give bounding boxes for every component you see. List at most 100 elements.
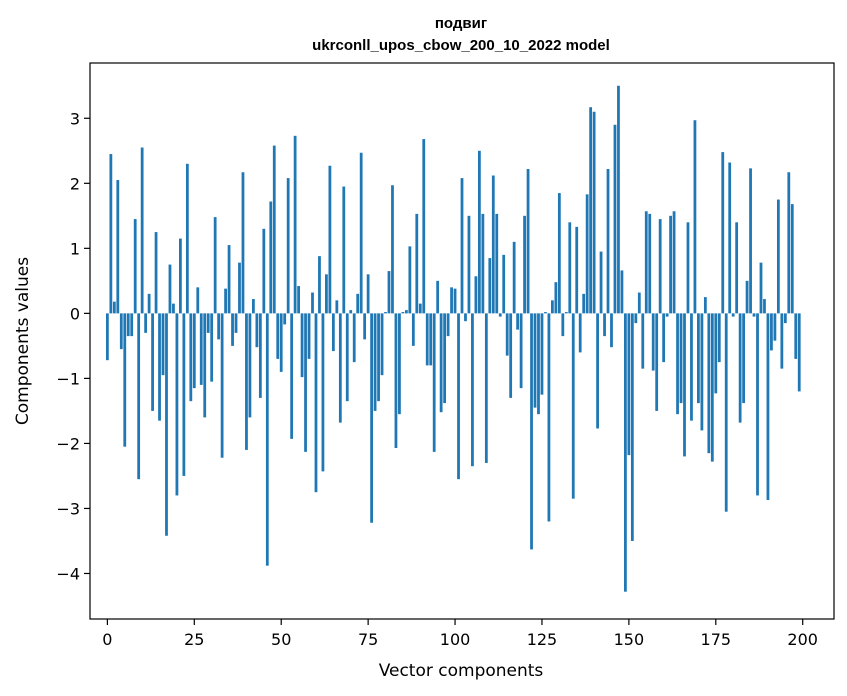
bar-76: [370, 313, 373, 523]
bar-189: [763, 299, 766, 314]
bar-50: [279, 313, 283, 372]
bar-159: [658, 219, 662, 314]
bar-199: [797, 313, 801, 392]
y-tick-label: 0: [70, 304, 80, 323]
bar-42: [252, 299, 255, 314]
bar-122: [530, 313, 533, 550]
bar-137: [582, 293, 586, 314]
bar-154: [641, 313, 645, 369]
bar-151: [630, 313, 634, 541]
x-tick-label: 200: [787, 630, 818, 649]
bar-54: [293, 135, 297, 314]
bar-175: [714, 313, 718, 394]
bar-59: [311, 292, 314, 314]
bar-24: [189, 313, 193, 402]
bar-14: [154, 232, 158, 314]
bar-51: [283, 313, 287, 325]
bar-75: [366, 274, 370, 314]
y-tick-label: −2: [56, 434, 80, 453]
bar-193: [776, 199, 780, 314]
bar-176: [717, 313, 721, 363]
bar-196: [787, 172, 791, 314]
bar-67: [338, 313, 342, 423]
x-tick-label: 175: [701, 630, 732, 649]
bar-80: [384, 312, 387, 314]
bar-117: [512, 241, 516, 314]
bar-113: [498, 313, 502, 317]
bar-49: [276, 313, 280, 359]
bar-188: [759, 262, 763, 314]
bar-163: [672, 211, 676, 314]
bar-68: [342, 186, 346, 314]
bar-105: [471, 313, 474, 467]
bar-12: [147, 293, 151, 314]
chart-title: подвиг: [435, 15, 487, 32]
bar-167: [686, 222, 690, 314]
bar-88: [411, 313, 415, 346]
bar-160: [662, 313, 666, 363]
bar-74: [363, 313, 367, 340]
bar-87: [408, 246, 412, 314]
bar-102: [460, 178, 464, 314]
bar-128: [551, 300, 554, 314]
bar-124: [537, 313, 540, 415]
bar-153: [637, 292, 641, 314]
bar-33: [220, 313, 224, 458]
bar-53: [290, 313, 294, 439]
bar-30: [210, 313, 214, 382]
bar-123: [533, 313, 537, 408]
bar-109: [484, 313, 488, 463]
bar-26: [196, 287, 200, 314]
bar-182: [738, 313, 742, 423]
bar-7: [130, 313, 134, 337]
bar-11: [144, 313, 148, 333]
y-axis-ticks: −4 −3 −2 −1 0 1 2 3: [56, 109, 90, 583]
bar-115: [505, 313, 509, 356]
bar-191: [770, 313, 773, 351]
bar-44: [258, 313, 262, 398]
chart-subtitle: ukrconll_upos_cbow_200_10_2022 model: [312, 37, 610, 54]
bar-72: [356, 293, 360, 314]
bar-70: [349, 310, 353, 314]
bar-18: [168, 264, 172, 314]
x-tick-label: 150: [614, 630, 645, 649]
bar-4: [119, 313, 123, 350]
bar-120: [523, 215, 526, 314]
bar-39: [241, 172, 245, 314]
plot-frame: [89, 62, 835, 620]
bar-60: [314, 313, 318, 493]
bar-185: [749, 168, 752, 314]
bar-81: [387, 271, 391, 314]
bar-186: [752, 313, 756, 317]
bar-52: [286, 178, 290, 314]
bar-179: [728, 162, 732, 314]
bar-84: [398, 313, 401, 415]
bar-134: [571, 313, 575, 499]
bar-90: [418, 303, 422, 314]
x-tick-label: 75: [358, 630, 378, 649]
bar-55: [297, 286, 300, 314]
bar-77: [373, 313, 377, 411]
bar-1: [109, 154, 113, 314]
bar-150: [627, 313, 631, 456]
bar-38: [238, 262, 241, 314]
bar-156: [648, 213, 652, 314]
bar-37: [234, 313, 238, 333]
bar-116: [509, 313, 513, 398]
bar-3: [116, 180, 120, 314]
bar-181: [735, 222, 739, 314]
bar-71: [352, 313, 356, 363]
bar-195: [783, 313, 787, 324]
bar-78: [377, 313, 380, 402]
bar-172: [703, 297, 707, 314]
bar-165: [679, 313, 683, 404]
bar-25: [192, 313, 196, 389]
bar-177: [721, 152, 725, 314]
bar-168: [690, 313, 693, 421]
bar-100: [453, 288, 457, 314]
bar-82: [391, 185, 394, 314]
bar-149: [624, 313, 627, 592]
bar-36: [231, 313, 234, 346]
bar-131: [561, 313, 565, 337]
